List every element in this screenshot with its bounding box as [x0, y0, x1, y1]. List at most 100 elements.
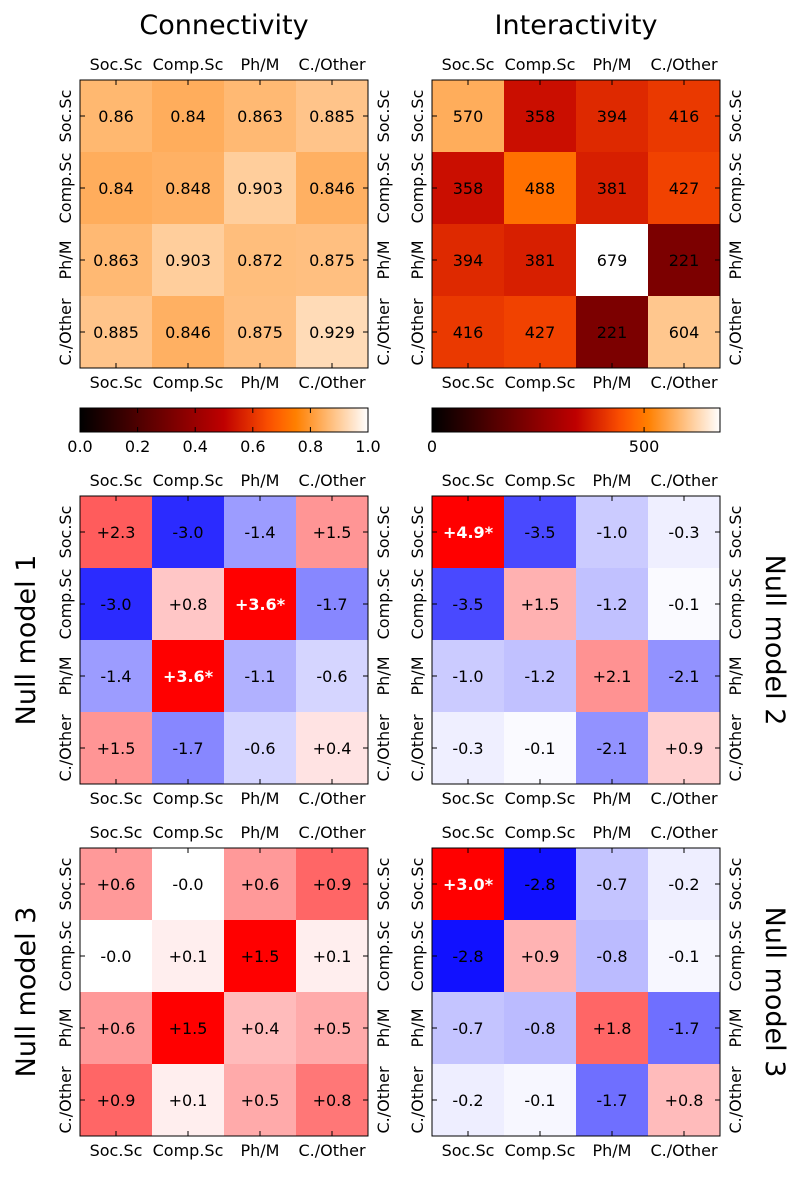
cell-value-label: 488 — [525, 179, 556, 198]
cell-value-label: +1.5 — [313, 523, 352, 542]
heatmap-cell — [152, 496, 224, 568]
heatmap-cell — [152, 296, 224, 368]
cell-value-label: -2.8 — [452, 947, 483, 966]
colorbar-tick-label: 0 — [427, 437, 437, 456]
cell-value-label: +4.9* — [443, 523, 494, 542]
cell-value-label: -0.6 — [244, 739, 275, 758]
heatmap-cell — [432, 224, 504, 296]
heatmap-cell — [296, 848, 368, 920]
cell-value-label: 0.903 — [165, 251, 211, 270]
cell-value-label: +1.5 — [169, 1019, 208, 1038]
heatmap-cell — [80, 152, 152, 224]
heatmap-null2_interactivity: +4.9* -3.5 -1.0 -0.3 -3.5 +1.5 -1.2 -0.1 -1.0 -1.… — [408, 471, 745, 808]
cell-value-label: 427 — [669, 179, 700, 198]
heatmap-cell — [576, 80, 648, 152]
x-tick-label-top: Comp.Sc — [505, 55, 576, 74]
heatmap-cell — [296, 296, 368, 368]
colorbar-tick-label: 0.8 — [298, 437, 323, 456]
heatmap-connectivity: 0.86 0.84 0.863 0.885 0.84 0.848 0.903 0.846 0.8… — [56, 55, 393, 456]
cell-value-label: -1.4 — [244, 523, 275, 542]
heatmap-cell — [648, 496, 720, 568]
cell-value-label: -1.7 — [172, 739, 203, 758]
cell-value-label: 0.885 — [309, 107, 355, 126]
heatmap-cell — [576, 296, 648, 368]
heatmap-cell — [576, 848, 648, 920]
x-tick-label-top: Ph/M — [241, 55, 280, 74]
heatmap-cell — [504, 640, 576, 712]
cell-value-label: 604 — [669, 323, 700, 342]
cell-value-label: 416 — [669, 107, 700, 126]
cell-value-label: -0.1 — [668, 595, 699, 614]
x-tick-label-top: C./Other — [298, 471, 366, 490]
y-tick-label-right: Ph/M — [726, 657, 745, 696]
heatmap-cell — [296, 568, 368, 640]
cell-value-label: -3.0 — [172, 523, 203, 542]
heatmap-cell — [224, 920, 296, 992]
y-tick-label-left: C./Other — [408, 714, 427, 782]
cell-value-label: -1.7 — [596, 1091, 627, 1110]
y-tick-label-right: Soc.Sc — [726, 506, 745, 559]
cell-value-label: 358 — [453, 179, 484, 198]
cell-value-label: 0.929 — [309, 323, 355, 342]
y-tick-label-right: C./Other — [726, 298, 745, 366]
x-tick-label-bottom: C./Other — [298, 789, 366, 808]
heatmap-cell — [576, 568, 648, 640]
heatmap-cell — [224, 1064, 296, 1136]
heatmap-null3_connectivity: +0.6 -0.0 +0.6 +0.9 -0.0 +0.1 +1.5 +0.1 +0.6 +1.5… — [56, 823, 393, 1160]
y-tick-label-right: C./Other — [374, 714, 393, 782]
heatmap-cell — [432, 920, 504, 992]
x-tick-label-bottom: C./Other — [650, 1141, 718, 1160]
cell-value-label: -0.7 — [452, 1019, 483, 1038]
cell-value-label: 221 — [669, 251, 700, 270]
y-tick-label-left: Comp.Sc — [408, 921, 427, 992]
y-tick-label-right: Ph/M — [726, 241, 745, 280]
interactivity-title: Interactivity — [495, 10, 658, 41]
cell-value-label: -1.0 — [596, 523, 627, 542]
x-tick-label-bottom: Ph/M — [241, 1141, 280, 1160]
heatmap-cell — [504, 152, 576, 224]
null-model-3-left-label: Null model 3 — [11, 907, 42, 1078]
y-tick-label-left: Comp.Sc — [56, 153, 75, 224]
null-model-3-right-label: Null model 3 — [759, 907, 790, 1078]
heatmap-cell — [152, 224, 224, 296]
heatmap-cell — [152, 80, 224, 152]
cell-value-label: +0.4 — [313, 739, 352, 758]
heatmap-cell — [576, 496, 648, 568]
cell-value-label: +1.5 — [97, 739, 136, 758]
cell-value-label: +0.9 — [521, 947, 560, 966]
y-tick-label-right: C./Other — [374, 1066, 393, 1134]
x-tick-label-top: Soc.Sc — [90, 55, 143, 74]
heatmap-cell — [80, 848, 152, 920]
heatmap-cell — [224, 152, 296, 224]
cell-value-label: 416 — [453, 323, 484, 342]
heatmap-cell — [296, 496, 368, 568]
cell-value-label: 0.846 — [165, 323, 211, 342]
cell-value-label: +0.6 — [97, 875, 136, 894]
heatmap-cell — [432, 568, 504, 640]
heatmap-cell — [296, 640, 368, 712]
heatmap-cell — [80, 992, 152, 1064]
heatmap-cell — [432, 712, 504, 784]
cell-value-label: -1.0 — [452, 667, 483, 686]
heatmap-cell — [224, 568, 296, 640]
cell-value-label: 679 — [597, 251, 628, 270]
heatmap-cell — [152, 712, 224, 784]
x-tick-label-top: C./Other — [650, 823, 718, 842]
cell-value-label: -3.0 — [100, 595, 131, 614]
y-tick-label-left: Ph/M — [408, 241, 427, 280]
heatmap-cell — [648, 848, 720, 920]
cell-value-label: -1.4 — [100, 667, 131, 686]
heatmap-cell — [152, 568, 224, 640]
x-tick-label-top: Soc.Sc — [90, 471, 143, 490]
heatmap-cell — [80, 496, 152, 568]
heatmap-cell — [224, 80, 296, 152]
cell-value-label: 394 — [597, 107, 628, 126]
y-tick-label-left: Comp.Sc — [56, 569, 75, 640]
y-tick-label-left: Ph/M — [56, 241, 75, 280]
null-model-1-left-label: Null model 1 — [11, 555, 42, 726]
y-tick-label-left: Ph/M — [408, 1009, 427, 1048]
x-tick-label-bottom: Soc.Sc — [90, 1141, 143, 1160]
cell-value-label: 221 — [597, 323, 628, 342]
y-tick-label-right: Comp.Sc — [726, 921, 745, 992]
heatmap-cell — [432, 496, 504, 568]
